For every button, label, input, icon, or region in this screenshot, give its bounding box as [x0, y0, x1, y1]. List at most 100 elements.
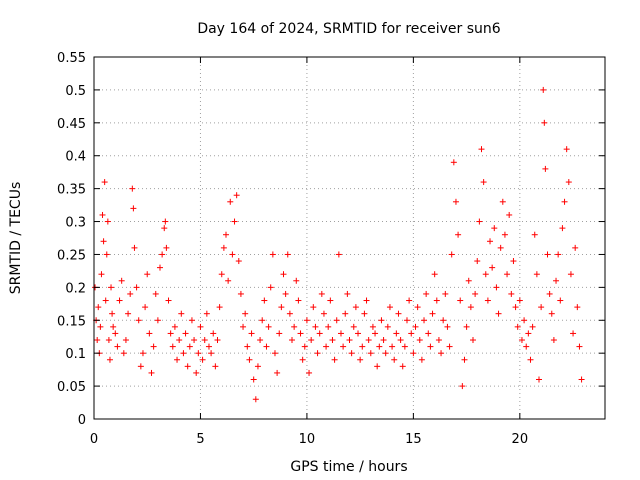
data-point	[435, 337, 442, 344]
data-point	[212, 363, 219, 370]
data-point	[348, 350, 355, 357]
y-tick-label: 0.35	[57, 183, 86, 198]
data-point	[512, 304, 519, 311]
data-point	[476, 218, 483, 225]
data-point	[480, 179, 487, 186]
data-point	[487, 238, 494, 245]
data-point	[297, 330, 304, 337]
data-point	[535, 376, 542, 383]
data-point	[102, 297, 109, 304]
data-point	[144, 271, 151, 278]
data-point	[306, 369, 313, 376]
data-point	[484, 297, 491, 304]
data-point	[248, 330, 255, 337]
data-point	[574, 304, 581, 311]
data-point	[546, 290, 553, 297]
data-point	[112, 330, 119, 337]
data-point	[408, 330, 415, 337]
data-point	[125, 310, 132, 317]
data-point	[104, 218, 111, 225]
data-point	[572, 244, 579, 251]
data-point	[274, 369, 281, 376]
data-point	[162, 218, 169, 225]
data-point	[250, 376, 257, 383]
data-point	[508, 290, 515, 297]
data-point	[478, 146, 485, 153]
data-point	[457, 297, 464, 304]
data-point	[414, 304, 421, 311]
y-axis-title: SRMTID / TECUs	[8, 182, 24, 295]
y-tick-label: 0.45	[57, 117, 86, 132]
data-point	[312, 323, 319, 330]
data-point	[372, 330, 379, 337]
data-point	[280, 271, 287, 278]
data-point	[327, 297, 334, 304]
data-point	[299, 356, 306, 363]
data-point	[525, 330, 532, 337]
data-point	[578, 376, 585, 383]
data-point	[235, 258, 242, 265]
data-point	[203, 310, 210, 317]
data-point	[154, 317, 161, 324]
y-tick-label: 0.1	[65, 347, 86, 362]
data-point	[455, 231, 462, 238]
x-axis-title: GPS time / hours	[290, 459, 407, 475]
data-point	[570, 330, 577, 337]
data-point	[182, 330, 189, 337]
data-point	[223, 231, 230, 238]
data-point	[429, 310, 436, 317]
data-point	[195, 350, 202, 357]
data-point	[269, 251, 276, 258]
data-point	[197, 323, 204, 330]
data-point	[493, 284, 500, 291]
data-point	[163, 244, 170, 251]
data-point	[382, 350, 389, 357]
data-point	[216, 304, 223, 311]
data-point	[150, 343, 157, 350]
data-point	[176, 337, 183, 344]
data-point	[291, 323, 298, 330]
data-point	[452, 198, 459, 205]
data-point	[323, 343, 330, 350]
data-point	[157, 264, 164, 271]
data-point	[340, 343, 347, 350]
data-point	[361, 310, 368, 317]
y-tick-label: 0.55	[57, 51, 86, 66]
data-point	[105, 337, 112, 344]
data-point	[337, 330, 344, 337]
data-point	[263, 343, 270, 350]
data-point	[440, 317, 447, 324]
data-point	[146, 330, 153, 337]
data-point	[227, 198, 234, 205]
data-point	[308, 337, 315, 344]
data-point	[267, 284, 274, 291]
data-point	[374, 363, 381, 370]
data-point	[467, 304, 474, 311]
data-point	[397, 337, 404, 344]
data-point	[504, 271, 511, 278]
data-point	[295, 297, 302, 304]
data-point	[159, 251, 166, 258]
data-point	[389, 343, 396, 350]
data-point	[518, 337, 525, 344]
data-point	[318, 290, 325, 297]
data-point	[137, 363, 144, 370]
data-point	[101, 179, 108, 186]
data-point	[131, 244, 138, 251]
data-point	[106, 356, 113, 363]
data-point	[446, 343, 453, 350]
y-tick-label: 0.15	[57, 314, 86, 329]
data-point	[444, 323, 451, 330]
data-point	[171, 323, 178, 330]
data-point	[380, 337, 387, 344]
data-point	[431, 271, 438, 278]
data-point	[391, 356, 398, 363]
data-point	[210, 330, 217, 337]
data-point	[472, 290, 479, 297]
data-point	[100, 238, 107, 245]
data-point	[116, 297, 123, 304]
data-point	[557, 297, 564, 304]
data-point	[293, 277, 300, 284]
data-point	[461, 356, 468, 363]
